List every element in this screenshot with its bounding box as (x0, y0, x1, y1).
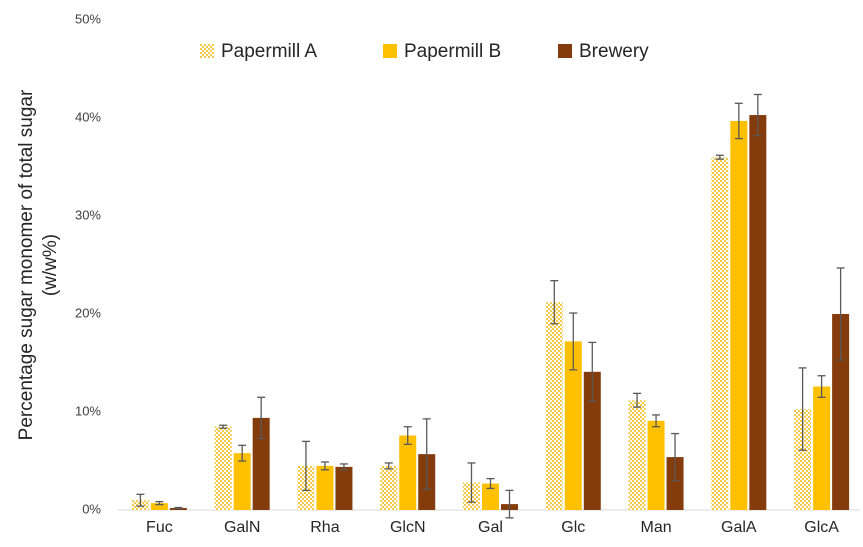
y-tick-label: 30% (75, 207, 101, 222)
x-tick-label: GalA (721, 519, 757, 536)
bar (794, 409, 812, 510)
bar (335, 466, 353, 510)
bar (380, 465, 398, 510)
y-tick-label: 0% (82, 501, 101, 516)
bar (233, 453, 251, 510)
bar (711, 157, 729, 510)
error-bar (257, 396, 266, 440)
error-bar (753, 93, 762, 137)
legend-swatch (558, 44, 572, 58)
error-bar (136, 493, 145, 507)
x-tick-label: GlcA (804, 519, 839, 536)
error-bar (817, 375, 826, 398)
error-bar (339, 463, 348, 471)
bar (647, 420, 665, 510)
error-bar (301, 440, 310, 492)
x-tick-label: GlcN (390, 519, 426, 536)
y-tick-label: 40% (75, 109, 101, 124)
error-bar (238, 444, 247, 462)
bar (545, 302, 563, 510)
y-tick-label: 20% (75, 305, 101, 320)
bar (730, 120, 748, 510)
error-bar (550, 280, 559, 325)
bar (482, 483, 499, 510)
bar (252, 417, 270, 510)
error-bar (652, 414, 661, 428)
y-tick-label: 10% (75, 403, 101, 418)
error-bar (384, 462, 393, 470)
error-bar (403, 426, 412, 445)
error-bar (174, 506, 183, 510)
x-tick-label: Glc (561, 519, 585, 536)
error-bar (486, 477, 495, 490)
bar (749, 115, 767, 510)
bar (583, 371, 601, 510)
error-bar (588, 341, 597, 402)
error-bar (422, 418, 431, 491)
x-tick-label: Gal (478, 519, 503, 536)
y-axis-title-line: (w/w%) (40, 234, 61, 296)
legend-label: Papermill A (221, 41, 317, 62)
bar (399, 435, 417, 510)
y-axis-title: Percentage sugar monomer of total sugar … (16, 89, 61, 440)
error-bar (715, 154, 724, 160)
error-bar (798, 367, 807, 451)
error-bar (219, 424, 228, 429)
x-tick-label: Fuc (146, 519, 173, 536)
error-bar (734, 102, 743, 140)
error-bar (836, 267, 845, 361)
bar (150, 503, 168, 510)
error-bar (320, 461, 329, 471)
bar (628, 400, 646, 510)
legend-label: Papermill B (404, 41, 501, 62)
error-bar (467, 462, 476, 503)
bar (813, 386, 831, 510)
bar (316, 465, 334, 510)
bar (564, 341, 582, 510)
bar (214, 426, 232, 510)
x-tick-label: Rha (310, 519, 339, 536)
legend-swatch (200, 44, 214, 58)
legend-label: Brewery (579, 41, 649, 62)
bar (666, 457, 684, 510)
error-bar (633, 392, 642, 408)
y-axis-title-line: Percentage sugar monomer of total sugar (16, 89, 37, 440)
error-bar (671, 432, 680, 482)
x-tick-label: Man (640, 519, 671, 536)
error-bar (155, 501, 164, 506)
bar (832, 314, 850, 510)
y-tick-label: 50% (75, 11, 101, 26)
error-bar (505, 489, 514, 519)
legend-swatch (383, 44, 397, 58)
x-tick-label: GalN (224, 519, 260, 536)
error-bar (569, 312, 578, 371)
